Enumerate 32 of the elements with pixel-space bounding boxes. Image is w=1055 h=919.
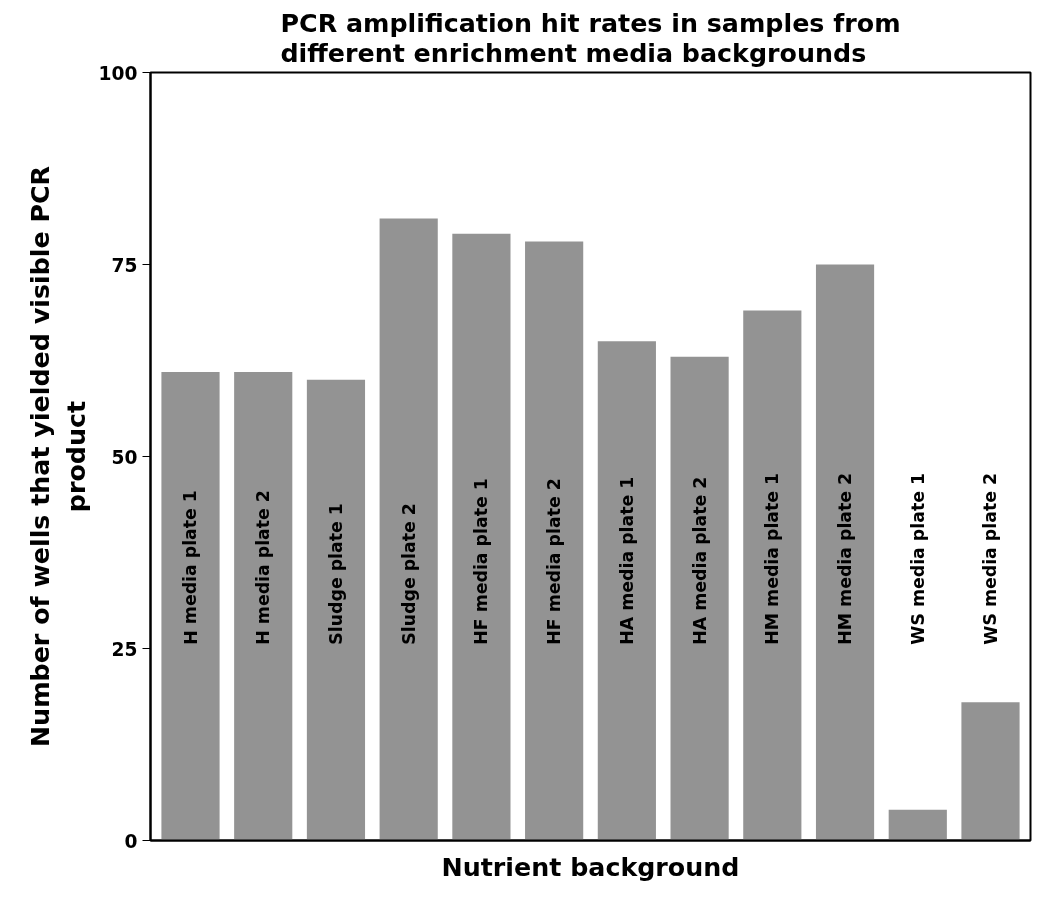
bar	[815, 264, 875, 841]
y-tick-label: 25	[111, 638, 138, 660]
bar	[525, 241, 584, 841]
x-tick-label: HA media plate 2	[689, 476, 710, 645]
bar	[670, 356, 729, 841]
bar	[306, 379, 366, 841]
x-tick-label: HF media plate 1	[471, 478, 492, 645]
bar	[743, 310, 802, 841]
x-tick-label: HA media plate 1	[616, 476, 637, 645]
bar	[888, 809, 947, 841]
x-tick-label: H media plate 1	[180, 490, 201, 645]
bar	[597, 341, 656, 841]
y-tick-label: 0	[124, 830, 138, 852]
x-tick-label: HM media plate 2	[835, 472, 856, 645]
bar	[161, 372, 220, 841]
chart-title: PCR amplification hit rates in samples from different enrichment media backgrounds	[280, 7, 901, 68]
bar	[234, 372, 293, 841]
bar	[452, 233, 511, 841]
x-tick-label: HM media plate 1	[762, 472, 783, 645]
x-tick-label: Sludge plate 2	[398, 503, 419, 645]
y-tick-label: 100	[98, 62, 138, 84]
x-tick-label: WS media plate 1	[907, 472, 928, 645]
bar	[379, 218, 438, 841]
x-tick-label: HF media plate 2	[544, 478, 565, 645]
bar	[961, 702, 1020, 841]
x-axis-title: Nutrient background	[441, 851, 740, 882]
x-tick-label: H media plate 2	[253, 490, 274, 645]
y-tick-label: 50	[111, 446, 138, 468]
y-axis-title: Number of wells that yielded visible PCR product	[24, 165, 91, 748]
y-tick-label: 75	[111, 254, 138, 276]
x-tick-label: Sludge plate 1	[325, 503, 346, 645]
x-tick-label: WS media plate 2	[980, 472, 1001, 645]
